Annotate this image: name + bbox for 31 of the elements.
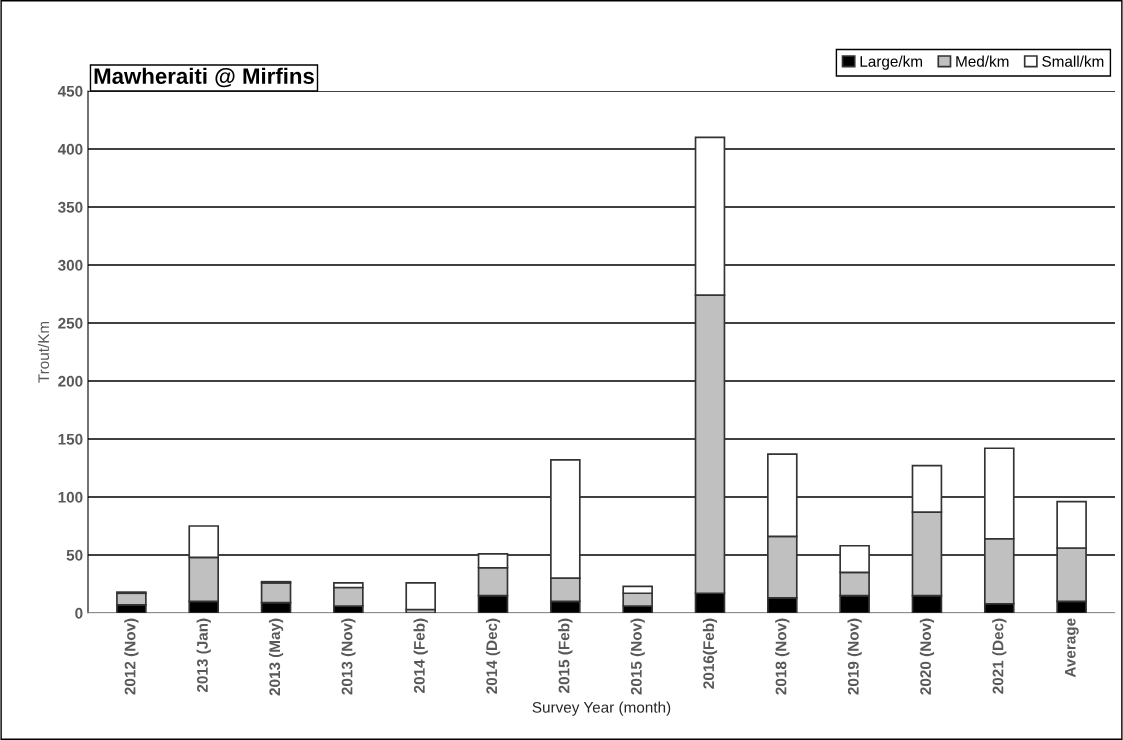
y-tick-label: 450 <box>57 85 83 97</box>
x-tick-label: 2013 (May) <box>268 618 284 696</box>
legend-label: Large/km <box>860 55 922 70</box>
x-tick-label: 2015 (Nov) <box>630 618 645 695</box>
y-tick-label: 0 <box>75 607 83 619</box>
legend-label: Small/km <box>1042 55 1104 67</box>
legend-label: Med/km <box>956 55 1009 67</box>
y-tick-label: 50 <box>66 549 83 561</box>
x-tick-label: 2020 (Nov) <box>919 618 935 695</box>
y-tick-label: 200 <box>58 375 83 387</box>
x-tick-label: 2014 (Feb) <box>413 618 428 693</box>
y-tick-label: 300 <box>58 259 83 271</box>
y-tick-label: 100 <box>58 491 83 503</box>
y-tick-label: 400 <box>57 143 83 155</box>
x-tick-label: 2021 (Dec) <box>992 618 1007 694</box>
x-tick-label: 2015 (Feb) <box>558 618 573 693</box>
x-tick-label: 2016(Feb) <box>702 618 718 689</box>
x-tick-label: 2012 (Nov) <box>124 618 139 695</box>
y-axis-title: Trout/Km <box>37 321 50 383</box>
x-tick-label: 2014 (Dec) <box>485 618 501 694</box>
chart-title: Mawheraiti @ Mirfins <box>94 67 314 88</box>
y-tick-label: 150 <box>58 433 83 445</box>
bar <box>405 582 436 611</box>
x-tick-label: Average <box>1064 618 1079 678</box>
x-tick-label: 2018 (Nov) <box>775 618 790 695</box>
x-tick-label: 2019 (Nov) <box>847 618 862 695</box>
x-tick-label: 2013 (Jan) <box>196 618 211 693</box>
x-axis-title: Survey Year (month) <box>532 701 671 716</box>
x-tick-label: 2013 (Nov) <box>341 618 356 695</box>
y-tick-label: 350 <box>58 201 83 213</box>
y-tick-label: 250 <box>58 317 83 329</box>
